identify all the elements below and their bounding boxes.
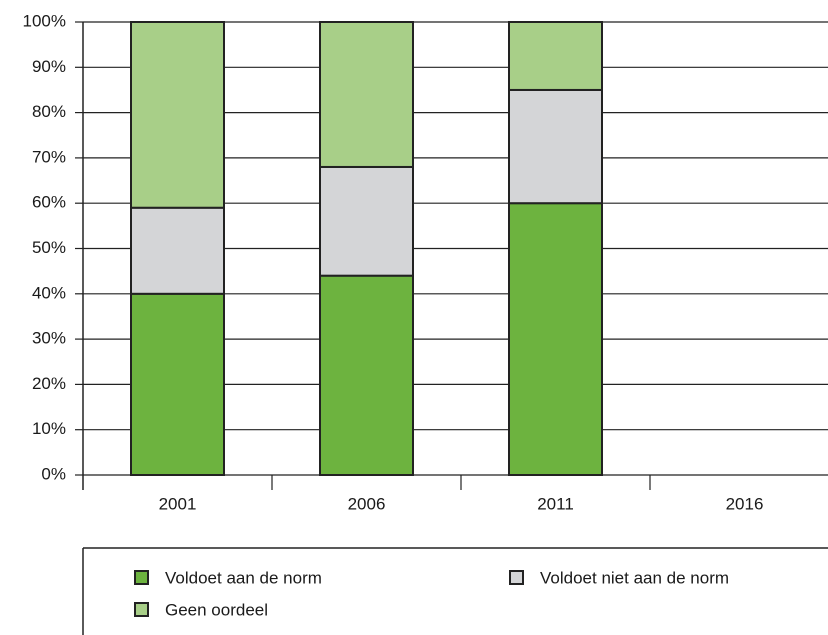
y-tick-label: 30%: [32, 329, 66, 348]
y-tick-label: 20%: [32, 374, 66, 393]
y-tick-label: 40%: [32, 283, 66, 302]
bar-segment: [508, 21, 603, 91]
y-tick-label: 100%: [23, 11, 66, 30]
x-tick-label: 2001: [159, 494, 197, 513]
x-tick-label: 2016: [726, 494, 764, 513]
x-tick-label: 2011: [537, 494, 574, 513]
y-tick-label: 80%: [32, 102, 66, 121]
bar-segment: [508, 88, 603, 205]
y-tick-label: 10%: [32, 419, 66, 438]
y-tick-label: 50%: [32, 238, 66, 257]
y-tick-label: 70%: [32, 147, 66, 166]
bar-segment: [508, 202, 603, 476]
bar-segment: [130, 292, 225, 476]
bar-segment: [319, 21, 414, 168]
legend-label: Geen oordeel: [165, 600, 268, 619]
x-tick-label: 2006: [348, 494, 386, 513]
y-tick-label: 90%: [32, 57, 66, 76]
bar-segment: [130, 21, 225, 209]
bar-segment: [319, 165, 414, 277]
legend-swatch: [509, 570, 524, 585]
legend-label: Voldoet aan de norm: [165, 568, 322, 587]
bar-segment: [130, 206, 225, 295]
y-tick-label: 0%: [41, 464, 66, 483]
y-tick-label: 60%: [32, 193, 66, 212]
legend-swatch: [134, 602, 149, 617]
legend-swatch: [134, 570, 149, 585]
bar-segment: [319, 274, 414, 476]
legend-label: Voldoet niet aan de norm: [540, 568, 729, 587]
